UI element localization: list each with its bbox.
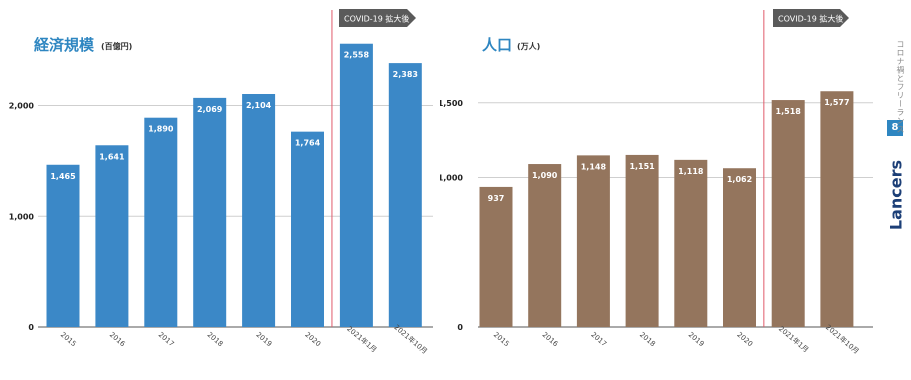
x-tick-label: 2019: [687, 331, 706, 349]
x-tick-label: 2016: [541, 331, 560, 349]
x-tick-label: 2018: [206, 331, 225, 349]
bar: [528, 164, 562, 327]
y-tick-label: 1,500: [440, 99, 463, 108]
bar-value-label: 1,090: [532, 171, 558, 180]
x-tick-label: 2021年1月: [777, 324, 811, 354]
bar: [576, 155, 610, 327]
x-tick-label: 2020: [735, 331, 754, 349]
y-tick-label: 0: [28, 323, 34, 332]
page-number-badge: 8: [887, 120, 903, 136]
x-tick-label: 2017: [589, 331, 608, 349]
bar: [771, 100, 805, 328]
sidebar-subtitle: コロナ禍とフリーランス: [896, 40, 905, 134]
lancers-logo: Lancers: [880, 150, 911, 240]
bar-value-label: 1,641: [99, 152, 125, 161]
bar-value-label: 2,558: [344, 51, 370, 60]
bar-value-label: 2,069: [197, 105, 223, 114]
y-tick-label: 1,000: [440, 174, 463, 183]
x-tick-label: 2016: [108, 331, 127, 349]
bar-value-label: 1,151: [629, 162, 655, 171]
bar: [674, 159, 708, 327]
chart-population-svg: 人口 (万人) 0 1,000 1,500 937 2015 1,090 2016 1,148 20…: [438, 9, 873, 356]
bar: [144, 117, 178, 327]
covid-banner-label: COVID-19 拡大後: [778, 14, 843, 24]
x-tick-label: 2017: [157, 331, 176, 349]
bar-value-label: 1,465: [50, 172, 76, 181]
chart-population: 人口 (万人) 0 1,000 1,500 937 2015 1,090 2016 1,148 20…: [438, 0, 880, 376]
chart-economic-scale-svg: 経済規模 (百億円) 0 1,000 2,000 1,465 2015 1,641 2016 1,…: [9, 9, 433, 356]
chart-unit: (百億円): [101, 41, 132, 51]
y-tick-label: 0: [457, 323, 463, 332]
x-tick-label: 2021年10月: [824, 323, 861, 356]
bar-value-label: 1,518: [776, 107, 802, 116]
bar: [339, 43, 373, 327]
y-tick-label: 1,000: [9, 212, 35, 221]
bar: [193, 97, 227, 327]
x-tick-label: 2019: [254, 331, 273, 349]
x-tick-label: 2015: [492, 331, 511, 349]
sidebar: 8: [880, 0, 911, 376]
bar: [291, 131, 324, 327]
chart-unit: (万人): [517, 41, 540, 51]
bar: [625, 154, 659, 327]
y-tick-label: 2,000: [9, 102, 35, 111]
lancers-logo-text: Lancers: [886, 159, 905, 231]
bar-value-label: 1,764: [295, 139, 321, 148]
x-tick-label: 2018: [638, 331, 657, 349]
bar: [95, 145, 129, 327]
covid-banner-label: COVID-19 拡大後: [344, 14, 409, 24]
x-tick-label: 2021年10月: [392, 323, 429, 356]
bar-value-label: 2,383: [393, 70, 418, 79]
chart-title: 経済規模: [34, 36, 95, 54]
x-tick-label: 2020: [303, 331, 322, 349]
bar: [820, 91, 854, 328]
bar-value-label: 1,118: [678, 167, 704, 176]
bar-value-label: 1,890: [148, 125, 174, 134]
bar: [388, 63, 422, 327]
bar-value-label: 1,062: [727, 175, 752, 184]
bar-value-label: 1,577: [824, 98, 849, 107]
chart-title: 人口: [482, 36, 512, 54]
covid-banner-arrow: [773, 9, 849, 27]
bar: [46, 164, 80, 327]
x-tick-label: 2015: [59, 331, 78, 349]
bar-value-label: 937: [488, 194, 505, 203]
covid-banner-arrow: [339, 9, 416, 27]
chart-economic-scale: 経済規模 (百億円) 0 1,000 2,000 1,465 2015 1,641 2016 1,…: [0, 0, 440, 376]
x-tick-label: 2021年1月: [345, 324, 379, 354]
bar: [242, 94, 276, 327]
bar-value-label: 1,148: [581, 162, 607, 171]
bar: [723, 168, 756, 327]
bar-value-label: 2,104: [246, 101, 272, 110]
bar: [479, 186, 513, 327]
